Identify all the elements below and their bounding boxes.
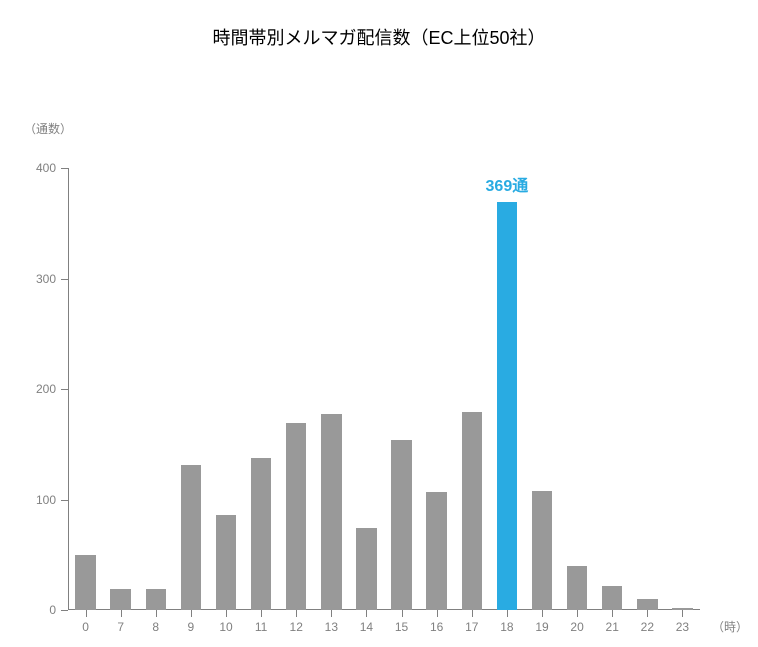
bar (426, 492, 446, 610)
bar (251, 458, 271, 610)
x-tick (156, 610, 157, 617)
y-tick (61, 500, 68, 501)
x-tick (577, 610, 578, 617)
x-tick (366, 610, 367, 617)
bar (532, 491, 552, 610)
x-tick (507, 610, 508, 617)
y-tick (61, 168, 68, 169)
bar (602, 586, 622, 610)
bar (391, 440, 411, 610)
bar (286, 423, 306, 610)
x-tick-label: 0 (82, 620, 89, 634)
x-tick (121, 610, 122, 617)
y-tick (61, 279, 68, 280)
x-tick (472, 610, 473, 617)
x-tick-label: 14 (360, 620, 373, 634)
y-axis-unit-label: （通数） (24, 120, 72, 137)
highlight-label: 369通 (486, 172, 529, 196)
x-tick-label: 13 (325, 620, 338, 634)
x-tick-label: 16 (430, 620, 443, 634)
x-tick (86, 610, 87, 617)
plot-area: 0100200300400078910111213141516171819202… (68, 168, 700, 610)
bar (672, 608, 692, 610)
x-tick-label: 7 (117, 620, 124, 634)
chart-title-text: 時間帯別メルマガ配信数（EC上位50社） (212, 28, 545, 48)
x-tick-label: 21 (606, 620, 619, 634)
x-tick (261, 610, 262, 617)
x-tick (542, 610, 543, 617)
y-tick-label: 200 (36, 382, 56, 396)
bar (321, 414, 341, 610)
x-tick-label: 9 (188, 620, 195, 634)
x-tick (647, 610, 648, 617)
x-tick (437, 610, 438, 617)
bar (181, 465, 201, 610)
y-axis-line (68, 168, 69, 610)
x-tick (402, 610, 403, 617)
y-tick-label: 400 (36, 161, 56, 175)
x-tick (682, 610, 683, 617)
bar (110, 589, 130, 610)
y-tick (61, 389, 68, 390)
x-tick-label: 12 (290, 620, 303, 634)
x-tick-label: 23 (676, 620, 689, 634)
y-tick (61, 610, 68, 611)
x-tick (191, 610, 192, 617)
y-axis-unit-text: （通数） (24, 122, 72, 136)
x-tick-label: 8 (152, 620, 159, 634)
bar (462, 412, 482, 610)
x-tick-label: 22 (641, 620, 654, 634)
x-tick-label: 17 (465, 620, 478, 634)
x-tick-label: 19 (535, 620, 548, 634)
x-tick (331, 610, 332, 617)
chart-title: 時間帯別メルマガ配信数（EC上位50社） (0, 24, 758, 50)
bar (356, 528, 376, 610)
bar (497, 202, 517, 610)
x-tick (612, 610, 613, 617)
bar (75, 555, 95, 610)
y-tick-label: 100 (36, 493, 56, 507)
x-tick-label: 11 (255, 620, 267, 634)
x-tick-label: 18 (500, 620, 513, 634)
x-axis-unit-text: （時） (712, 620, 748, 634)
bar (216, 515, 236, 610)
x-tick-label: 10 (219, 620, 232, 634)
y-tick-label: 300 (36, 272, 56, 286)
bar (637, 599, 657, 610)
bar (567, 566, 587, 610)
x-tick (296, 610, 297, 617)
x-tick-label: 20 (570, 620, 583, 634)
y-tick-label: 0 (49, 603, 56, 617)
x-axis-unit-label: （時） (712, 618, 748, 635)
bar (146, 589, 166, 610)
x-tick (226, 610, 227, 617)
chart-container: 時間帯別メルマガ配信数（EC上位50社） （通数） 01002003004000… (0, 0, 758, 647)
x-tick-label: 15 (395, 620, 408, 634)
